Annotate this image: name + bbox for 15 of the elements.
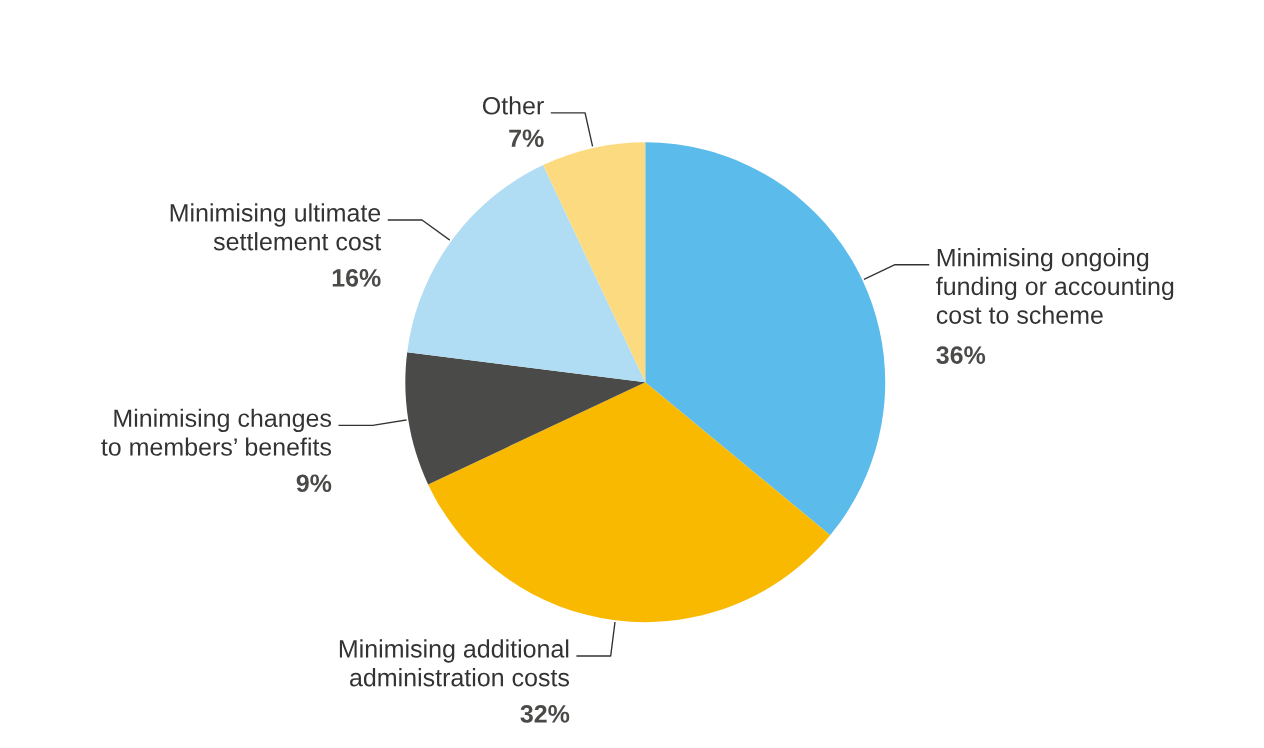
data-label: 16% [332,269,381,287]
slice-label: Minimising ongoing funding or accounting cost to scheme [936,248,1174,324]
pie-slice [407,165,646,383]
data-label: 32% [520,705,570,723]
data-label: 7% [509,129,544,148]
slice-label: Minimising ultimate settlement cost [170,203,382,251]
slice-label: Minimising changes to members’ benefits [101,408,332,456]
pie-slice [405,352,646,485]
pie-slice [428,382,831,623]
data-label: 36% [936,346,986,364]
pie-slice [543,142,646,383]
slice-label: Other [482,96,544,115]
slice-label: Minimising additional administration costs [339,639,569,687]
data-label: 9% [296,474,332,493]
pie-slice [645,142,886,536]
